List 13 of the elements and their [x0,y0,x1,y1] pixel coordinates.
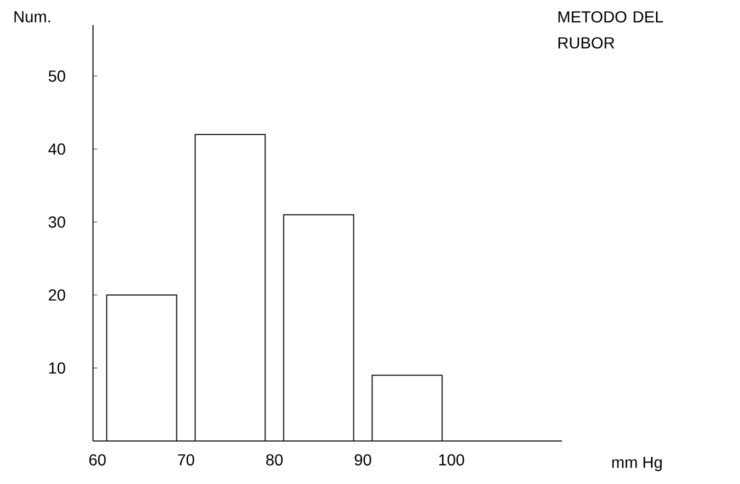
x-tick-label: 60 [89,454,106,466]
x-tick-label: 100 [439,454,464,466]
x-tick-label: 70 [178,454,194,466]
x-tick-label: 90 [354,454,372,466]
y-tick-label: 10 [49,362,66,374]
y-axis-title: Num. [14,11,50,22]
x-tick-label: 80 [266,454,283,466]
text: METODO DEL RUBOR [558,11,664,49]
y-tick-label: 40 [48,143,66,155]
y-tick-label: 50 [48,70,66,82]
y-tick-label: 30 [48,216,66,228]
x-axis-title: mm Hg [612,456,662,472]
y-tick-label: 20 [48,289,66,301]
